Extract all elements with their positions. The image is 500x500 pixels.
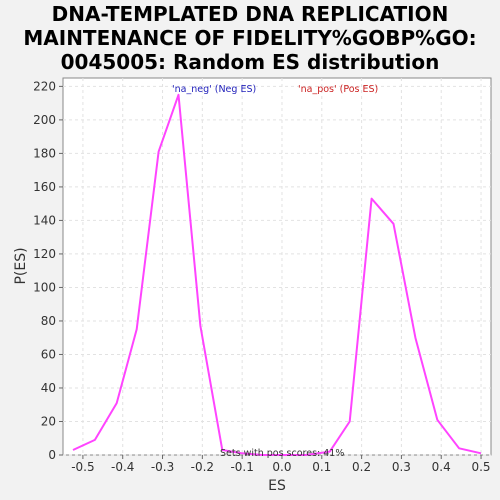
- x-tick-label: 0.2: [352, 460, 371, 474]
- y-tick-label: 140: [33, 213, 56, 227]
- x-tick-label: 0.0: [272, 460, 291, 474]
- x-tick-label: 0.1: [312, 460, 331, 474]
- y-tick-label: 220: [33, 79, 56, 93]
- y-tick-label: 160: [33, 180, 56, 194]
- y-tick-label: 100: [33, 280, 56, 294]
- y-tick-label: 180: [33, 146, 56, 160]
- x-tick-label: -0.3: [151, 460, 174, 474]
- legend-na-neg: 'na_neg' (Neg ES): [172, 84, 256, 95]
- es-distribution-line: [72, 93, 482, 456]
- y-axis-label: P(ES): [13, 247, 29, 284]
- x-tick-label: 0.4: [432, 460, 451, 474]
- y-axis: 0 20 40 60 80 100 120 140 160 180 200 220: [33, 79, 63, 462]
- y-tick-label: 200: [33, 113, 56, 127]
- y-tick-label: 120: [33, 247, 56, 261]
- x-tick-label: -0.1: [230, 460, 253, 474]
- x-axis: -0.5 -0.4 -0.3 -0.2 -0.1 0.0 0.1 0.2 0.3 0.4 0.5: [71, 455, 491, 474]
- x-tick-label: -0.4: [111, 460, 134, 474]
- y-tick-label: 0: [48, 448, 56, 462]
- x-tick-label: 0.5: [471, 460, 490, 474]
- y-tick-label: 60: [41, 347, 56, 361]
- x-tick-label: 0.3: [392, 460, 411, 474]
- y-tick-label: 80: [41, 314, 56, 328]
- chart-title: DNA-TEMPLATED DNA REPLICATION MAINTENANC…: [23, 2, 477, 74]
- legend-na-pos: 'na_pos' (Pos ES): [298, 84, 378, 95]
- x-tick-label: -0.5: [71, 460, 94, 474]
- x-tick-label: -0.2: [191, 460, 214, 474]
- x-axis-label: ES: [268, 478, 286, 494]
- series-layer: [72, 93, 482, 456]
- pos-scores-annotation: Sets with pos scores: 41%: [220, 448, 344, 459]
- plot-area: [62, 77, 492, 456]
- y-tick-label: 20: [41, 414, 56, 428]
- y-tick-label: 40: [41, 381, 56, 395]
